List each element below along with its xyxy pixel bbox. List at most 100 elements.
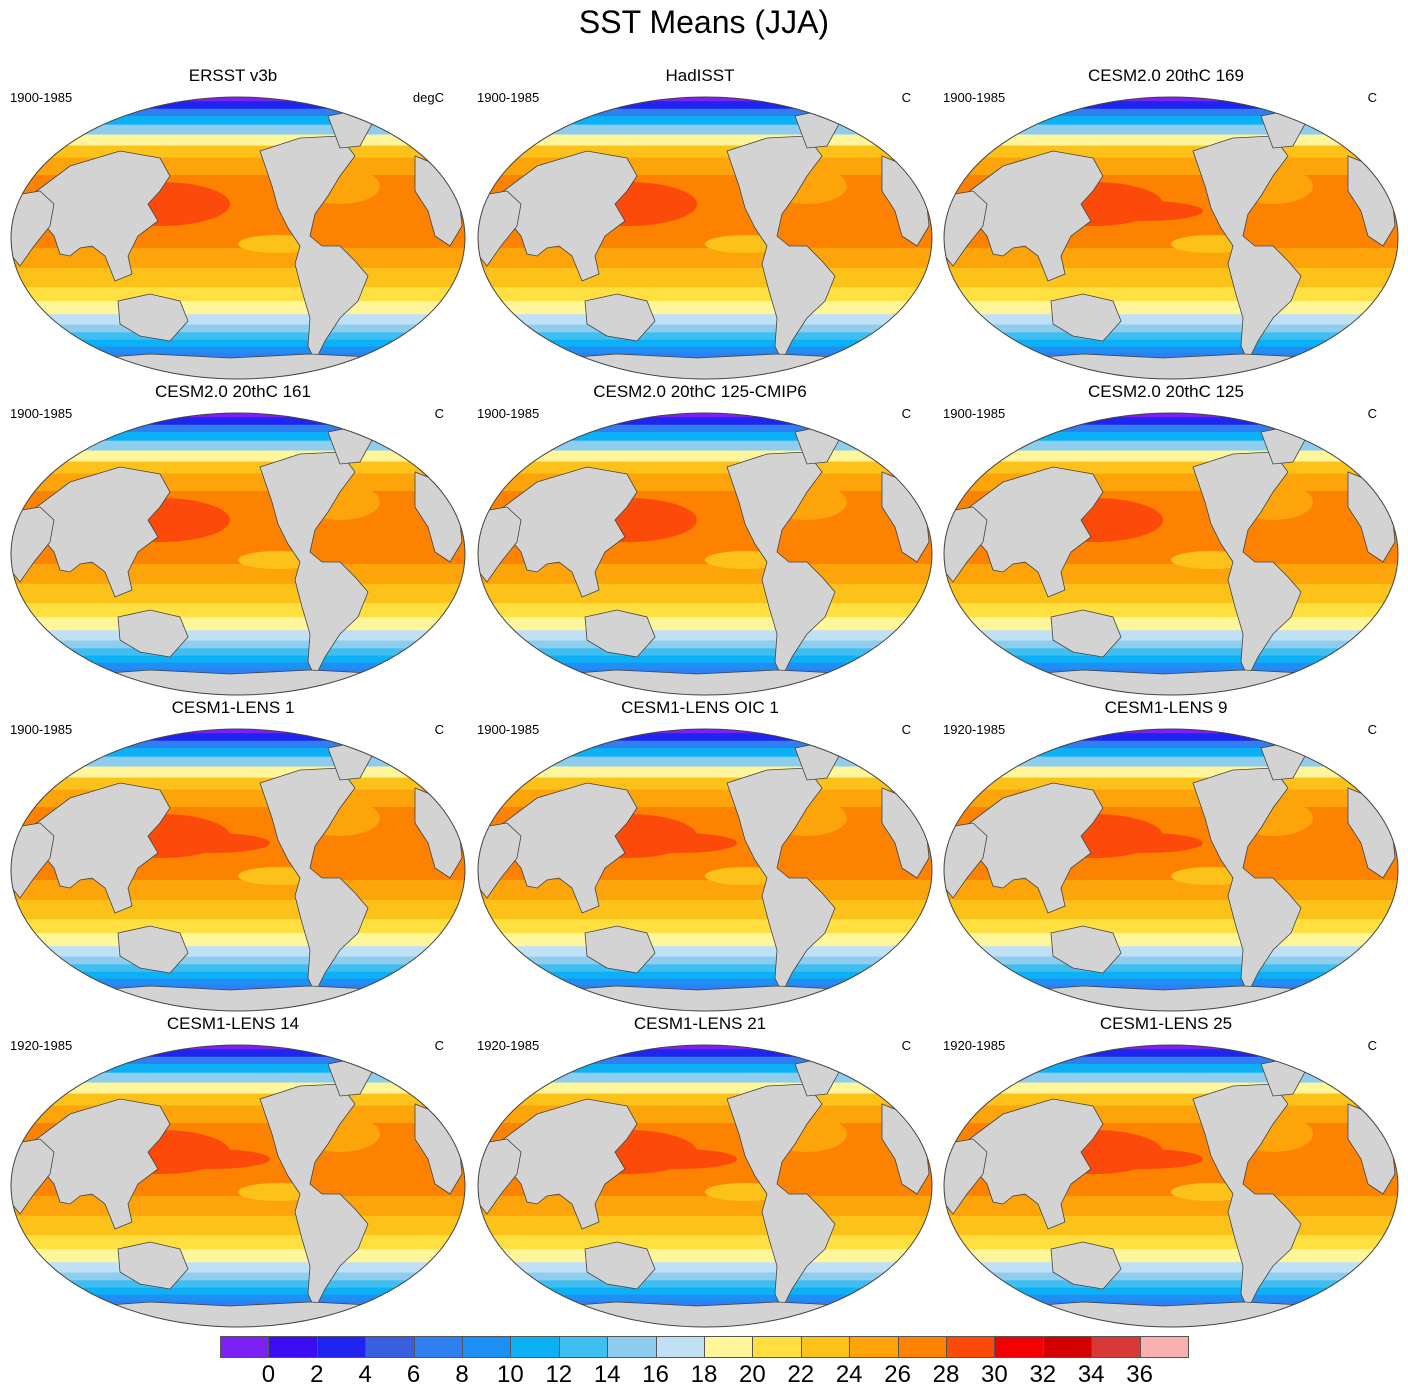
map-panel: ERSST v3b 1900-1985 degC xyxy=(0,66,466,382)
sst-band xyxy=(11,978,465,986)
sst-band xyxy=(11,740,465,749)
sst-band xyxy=(11,630,465,642)
sst-band xyxy=(478,108,932,117)
sst-band xyxy=(11,729,465,734)
sst-band xyxy=(478,1196,932,1217)
land-mass xyxy=(535,669,889,695)
panel-period: 1900-1985 xyxy=(10,722,73,737)
land-mass xyxy=(1050,925,1122,974)
sst-band xyxy=(478,919,932,934)
panel-units: C xyxy=(434,406,444,421)
panel-title: CESM1-LENS 9 xyxy=(1104,698,1228,717)
colorbar-box xyxy=(897,1336,947,1358)
colorbar-box xyxy=(655,1336,705,1358)
land-mass xyxy=(29,782,171,914)
colorbar-box xyxy=(316,1336,367,1358)
sst-band xyxy=(944,339,1398,348)
sst-band xyxy=(478,1049,932,1058)
land-mass xyxy=(117,925,189,974)
colorbar-tick-label: 34 xyxy=(1077,1361,1105,1388)
sst-band xyxy=(944,248,1398,269)
sst-band xyxy=(478,978,932,986)
panel-period: 1920-1985 xyxy=(477,1038,540,1053)
panel-units: C xyxy=(901,406,911,421)
sst-band xyxy=(944,101,1398,110)
sst-band xyxy=(944,124,1398,136)
sst-band xyxy=(478,971,932,980)
colorbar-tick-label: 36 xyxy=(1126,1361,1153,1388)
land-mass xyxy=(117,609,189,658)
sst-band xyxy=(11,108,465,117)
panel-title: CESM1-LENS OIC 1 xyxy=(621,698,779,717)
land-mass xyxy=(11,190,55,267)
sst-band xyxy=(478,617,932,631)
sst-band xyxy=(944,756,1398,768)
sst-band xyxy=(11,314,465,326)
sst-band xyxy=(11,346,465,354)
panel-title: CESM2.0 20thC 125-CMIP6 xyxy=(593,382,807,401)
sst-band xyxy=(11,1196,465,1217)
panel-title: CESM2.0 20thC 125 xyxy=(1088,382,1244,401)
sst-band xyxy=(11,1049,465,1058)
land-mass xyxy=(29,466,171,598)
colorbar-tick-label: 6 xyxy=(406,1361,421,1388)
sst-band xyxy=(944,413,1398,418)
land-mass xyxy=(496,466,638,598)
land-mass xyxy=(962,1098,1104,1230)
sst-band xyxy=(944,729,1398,734)
panel-title: HadISST xyxy=(665,66,735,85)
land-mass xyxy=(726,1083,836,1310)
sst-band xyxy=(478,1249,932,1263)
sst-band xyxy=(944,346,1398,354)
sst-band xyxy=(478,432,932,442)
sst-band xyxy=(478,564,932,585)
land-mass xyxy=(68,353,422,379)
sst-band xyxy=(478,964,932,973)
sst-map xyxy=(10,96,466,380)
sst-band xyxy=(478,324,932,333)
sst-band xyxy=(478,1287,932,1296)
map-outline xyxy=(943,1044,1399,1328)
sst-band xyxy=(944,1272,1398,1281)
land-mass xyxy=(496,782,638,914)
sst-band xyxy=(11,97,465,102)
sst-band xyxy=(944,1056,1398,1065)
colorbar-tick-label: 14 xyxy=(593,1361,621,1388)
sst-band xyxy=(944,1262,1398,1274)
sst-band xyxy=(944,662,1398,670)
sst-band xyxy=(11,655,465,664)
sst-band xyxy=(478,668,932,676)
colorbar-box xyxy=(946,1336,996,1358)
warm-pool xyxy=(617,1149,737,1169)
sst-band xyxy=(478,777,932,791)
sst-band xyxy=(944,1249,1398,1263)
sst-band xyxy=(478,352,932,360)
panel-period: 1920-1985 xyxy=(10,1038,73,1053)
sst-band xyxy=(478,946,932,958)
sst-band xyxy=(944,933,1398,947)
colorbar-tick-label: 12 xyxy=(545,1361,573,1388)
sst-band xyxy=(11,919,465,934)
sst-band xyxy=(11,287,465,302)
sst-band xyxy=(478,1056,932,1065)
sst-band xyxy=(478,1235,932,1250)
sst-band xyxy=(478,145,932,159)
land-mass xyxy=(1001,669,1355,695)
warm-pool xyxy=(1083,1149,1203,1169)
land-mass xyxy=(584,1241,656,1290)
land-mass xyxy=(496,1098,638,1230)
sst-band xyxy=(944,777,1398,791)
sst-band xyxy=(11,933,465,947)
map-outline xyxy=(477,728,933,1012)
sst-map xyxy=(943,728,1399,1012)
sst-band xyxy=(944,1294,1398,1302)
colorbar-box xyxy=(849,1336,899,1358)
map-panel: CESM1-LENS 25 1920-1985 C xyxy=(933,1014,1399,1330)
sst-band xyxy=(944,1045,1398,1050)
sst-band xyxy=(11,301,465,315)
sst-band xyxy=(478,583,932,604)
land-mass xyxy=(1050,609,1122,658)
colorbar-box xyxy=(704,1336,754,1358)
land-mass xyxy=(1192,451,1302,678)
colorbar-tick-label: 22 xyxy=(787,1361,815,1388)
